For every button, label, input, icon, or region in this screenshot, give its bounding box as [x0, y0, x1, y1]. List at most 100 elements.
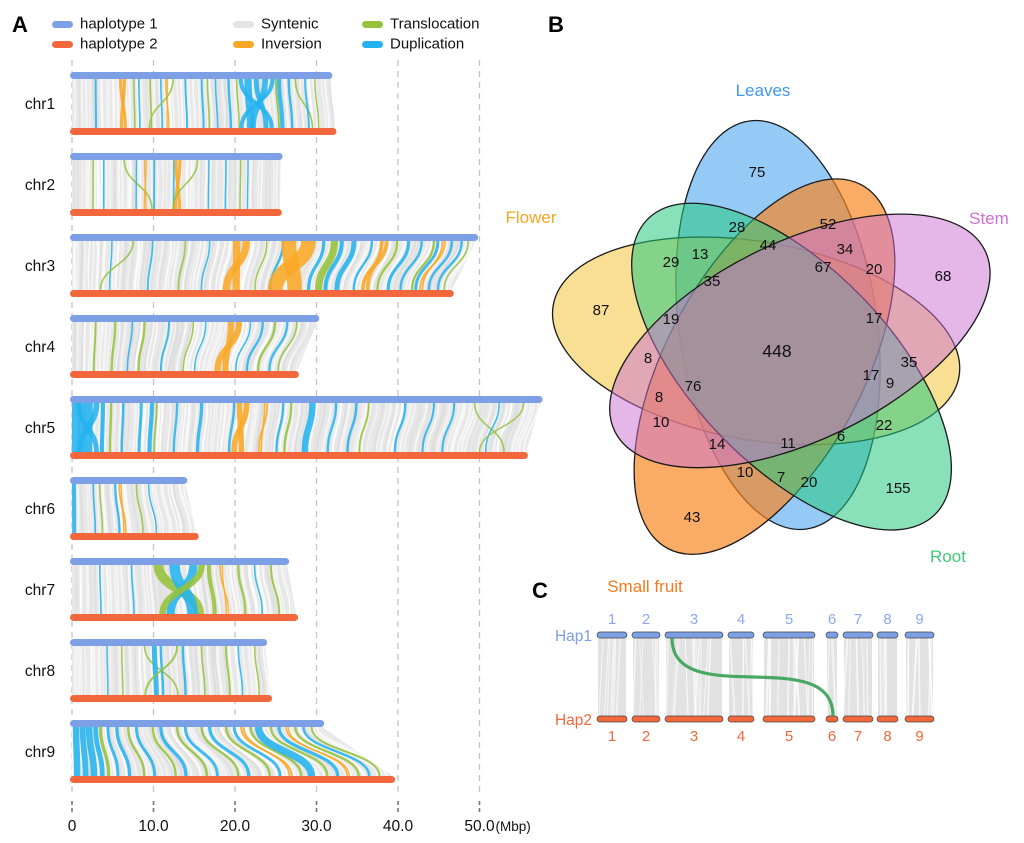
ribbon-streak: [861, 637, 866, 717]
venn-set-label: Stem: [969, 209, 1009, 228]
inv-feature: [231, 402, 250, 453]
dup-feature: [268, 321, 289, 372]
venn-ellipse: [609, 213, 991, 469]
syntenic-streak: [156, 645, 162, 696]
syntenic-streak: [336, 402, 348, 453]
syntenic-streak: [219, 402, 227, 453]
tra-feature: [127, 726, 146, 777]
syntenic-streak: [89, 564, 92, 615]
syntenic-streak: [208, 78, 213, 129]
syntenic-streak: [217, 726, 261, 777]
syntenic-streak: [206, 321, 221, 372]
syntenic-streak: [156, 240, 164, 291]
inv-feature: [419, 240, 446, 291]
syntenic-streak: [179, 321, 192, 372]
syntenic-streak: [225, 564, 234, 615]
syntenic-streak: [128, 645, 133, 696]
tra-feature: [135, 483, 144, 534]
syntenic-streak: [441, 240, 468, 291]
syntenic-streak: [266, 564, 278, 615]
dup-feature: [208, 726, 251, 777]
syntenic-streak: [292, 78, 298, 129]
legend-label: Duplication: [390, 36, 464, 53]
syntenic-streak: [515, 402, 532, 453]
syntenic-streak: [467, 402, 483, 453]
syntenic-streak: [233, 564, 242, 615]
chromosome-band-chr1: chr1: [25, 72, 337, 135]
syntenic-streak: [166, 645, 172, 696]
syntenic-streak: [325, 402, 335, 453]
syntenic-streak: [134, 645, 138, 696]
syntenic-streak: [209, 321, 224, 372]
hap-chromosome-9: 99: [904, 611, 935, 745]
legend-swatch-syntenic: [233, 21, 254, 28]
syntenic-streak: [117, 402, 122, 453]
hap1-bar: [70, 72, 333, 79]
syntenic-streak: [108, 564, 112, 615]
syntenic-streak: [189, 159, 193, 210]
dup-feature: [151, 645, 159, 696]
venn-region-count: 35: [901, 354, 918, 371]
syntenic-streak: [109, 726, 122, 777]
syntenic-streak: [146, 564, 151, 615]
syntenic-streak: [91, 240, 95, 291]
syntenic-streak: [161, 483, 173, 534]
ribbon-streak: [692, 637, 696, 717]
syntenic-streak: [124, 321, 132, 372]
syntenic-streak: [278, 321, 300, 372]
syntenic-streak: [291, 726, 356, 777]
syntenic-streak: [247, 564, 259, 615]
syntenic-streak: [268, 159, 272, 210]
translocation-curve: [670, 637, 835, 717]
syntenic-streak: [110, 483, 116, 534]
venn-region-count: 8: [644, 350, 652, 367]
hap1-chromosome-bar: [631, 631, 661, 639]
dup-feature: [114, 483, 121, 534]
syntenic-streak: [115, 483, 124, 534]
syntenic-streak: [172, 483, 186, 534]
syntenic-streak: [185, 159, 189, 210]
syntenic-streak: [202, 645, 209, 696]
tra-feature: [123, 159, 153, 210]
syntenic-streak: [74, 564, 78, 615]
syntenic-streak: [141, 726, 163, 777]
dup-feature: [106, 726, 120, 777]
syntenic-streak: [75, 483, 80, 534]
syntenic-streak: [328, 78, 335, 129]
syntenic-streak: [143, 240, 151, 291]
syntenic-streak: [107, 78, 111, 129]
tra-feature: [98, 726, 111, 777]
hap1-bar: [70, 153, 283, 160]
venn-region-count: 20: [801, 474, 818, 491]
syntenic-streak: [212, 240, 224, 291]
syntenic-streak: [182, 483, 197, 534]
syntenic-streak: [149, 321, 158, 372]
syntenic-streak: [192, 240, 202, 291]
panel-c-label: C: [532, 578, 548, 603]
hap2-bar: [70, 533, 199, 540]
syntenic-streak: [215, 240, 226, 291]
syntenic-streak: [188, 402, 195, 453]
syntenic-streak: [130, 483, 139, 534]
ribbon-streak: [656, 637, 659, 717]
syntenic-streak: [203, 240, 215, 291]
ribbon-streak: [606, 637, 611, 717]
hap1-bar: [70, 315, 320, 322]
syntenic-streak: [284, 78, 290, 129]
syntenic-streak: [211, 159, 215, 210]
syntenic-streak: [241, 645, 248, 696]
syntenic-streak: [76, 321, 79, 372]
syntenic-streak: [382, 240, 404, 291]
tra-feature: [200, 726, 240, 777]
syntenic-streak: [360, 402, 372, 453]
hap1-bar: [70, 234, 479, 241]
syntenic-streak: [251, 159, 255, 210]
venn-region-count: 448: [762, 341, 791, 361]
syntenic-streak: [319, 726, 392, 777]
syntenic-streak: [285, 402, 295, 453]
syntenic-streak: [96, 483, 101, 534]
syntenic-streak: [161, 159, 164, 210]
syntenic-streak: [353, 402, 365, 453]
syntenic-streak: [167, 483, 179, 534]
